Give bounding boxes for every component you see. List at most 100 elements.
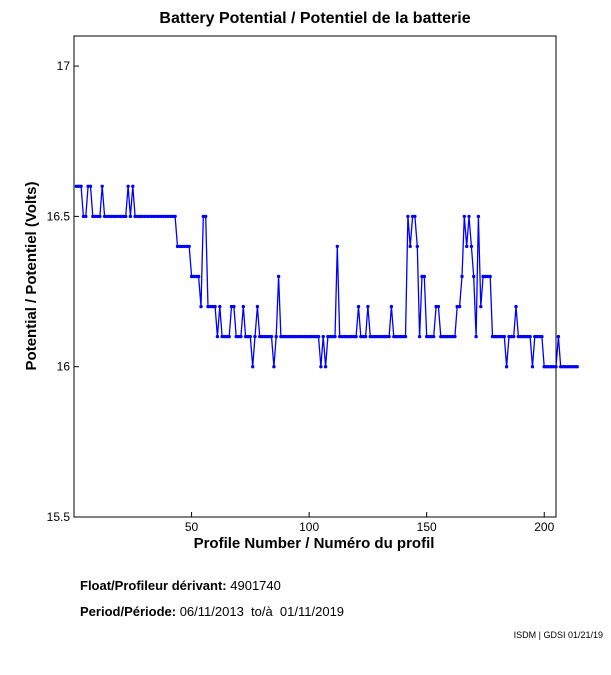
- data-point: [335, 244, 339, 249]
- period-line: Period/Période: 06/11/2013 to/à 01/11/20…: [80, 604, 344, 619]
- float-value: 4901740: [230, 578, 281, 593]
- data-point: [204, 214, 208, 219]
- data-point: [86, 184, 90, 188]
- data-point: [559, 365, 563, 369]
- data-point: [316, 334, 321, 339]
- data-point: [156, 214, 161, 219]
- data-point: [288, 334, 292, 339]
- data-point: [476, 214, 481, 219]
- data-point: [265, 334, 269, 339]
- data-point: [168, 214, 173, 219]
- data-point: [502, 334, 506, 339]
- data-point: [486, 274, 490, 279]
- data-point: [323, 365, 328, 369]
- y-tick-label: 17: [57, 59, 71, 73]
- data-point: [293, 334, 297, 339]
- data-point: [389, 304, 394, 309]
- data-point: [213, 304, 217, 309]
- data-point: [211, 304, 215, 309]
- data-point: [88, 184, 93, 188]
- data-point: [354, 334, 358, 339]
- data-point: [251, 365, 255, 369]
- float-id-line: Float/Profileur dérivant: 4901740: [80, 578, 281, 593]
- data-point: [380, 334, 384, 339]
- data-point: [133, 214, 137, 219]
- data-point: [363, 334, 368, 339]
- data-point: [455, 304, 459, 309]
- data-point: [575, 365, 579, 369]
- data-point: [537, 334, 542, 339]
- data-point: [370, 334, 375, 339]
- data-point: [542, 365, 546, 369]
- y-axis-label: Potential / Potentiel (Volts): [23, 182, 40, 371]
- data-point: [472, 274, 476, 279]
- data-point: [488, 274, 492, 279]
- data-point: [540, 334, 544, 339]
- x-tick-label: 50: [185, 520, 199, 534]
- data-point: [394, 334, 398, 339]
- data-point: [330, 334, 335, 339]
- data-point: [533, 334, 537, 339]
- data-point: [321, 334, 325, 339]
- data-point: [77, 184, 81, 188]
- data-point: [523, 334, 528, 339]
- data-point: [403, 334, 408, 339]
- data-point: [152, 214, 156, 219]
- data-point: [312, 334, 316, 339]
- data-point: [446, 334, 450, 339]
- data-point: [173, 214, 177, 219]
- data-point: [253, 334, 257, 339]
- footer-credit: ISDM | GDSI 01/21/19: [513, 630, 603, 640]
- data-point: [131, 184, 135, 188]
- data-point: [274, 334, 278, 339]
- data-point: [460, 274, 464, 279]
- x-tick-label: 200: [534, 520, 554, 534]
- data-point: [276, 274, 281, 279]
- data-point: [509, 334, 513, 339]
- data-point: [514, 304, 518, 309]
- data-point: [234, 334, 238, 339]
- data-point: [187, 244, 191, 249]
- data-point: [504, 365, 509, 369]
- data-point: [178, 244, 182, 249]
- data-point: [385, 334, 389, 339]
- y-tick-label: 15.5: [47, 510, 71, 524]
- data-point: [427, 334, 431, 339]
- data-point: [182, 244, 187, 249]
- data-point: [241, 304, 245, 309]
- data-point: [255, 304, 260, 309]
- data-point: [465, 244, 469, 249]
- x-tick-label: 100: [299, 520, 319, 534]
- x-axis-label: Profile Number / Numéro du profil: [194, 535, 435, 552]
- data-point: [119, 214, 123, 219]
- data-point: [399, 334, 403, 339]
- data-point: [554, 365, 558, 369]
- data-point: [387, 334, 391, 339]
- data-point: [366, 304, 370, 309]
- data-point: [436, 304, 441, 309]
- data-point: [124, 214, 128, 219]
- data-point: [481, 274, 485, 279]
- data-point: [361, 334, 365, 339]
- data-point: [215, 334, 220, 339]
- data-point: [490, 334, 495, 339]
- data-point: [547, 365, 551, 369]
- x-tick-label: 150: [417, 520, 437, 534]
- data-point: [206, 304, 210, 309]
- data-point: [333, 334, 337, 339]
- y-tick-label: 16.5: [47, 209, 71, 223]
- data-point: [218, 304, 222, 309]
- period-label: Period/Période:: [80, 604, 177, 619]
- data-point: [138, 214, 142, 219]
- data-point: [479, 304, 483, 309]
- data-point: [262, 334, 267, 339]
- data-point: [349, 334, 354, 339]
- data-point: [84, 214, 88, 219]
- data-point: [298, 334, 302, 339]
- data-point: [432, 334, 436, 339]
- data-point: [98, 214, 102, 219]
- data-point: [495, 334, 499, 339]
- data-point: [340, 334, 344, 339]
- data-point: [201, 214, 205, 219]
- data-point: [166, 214, 170, 219]
